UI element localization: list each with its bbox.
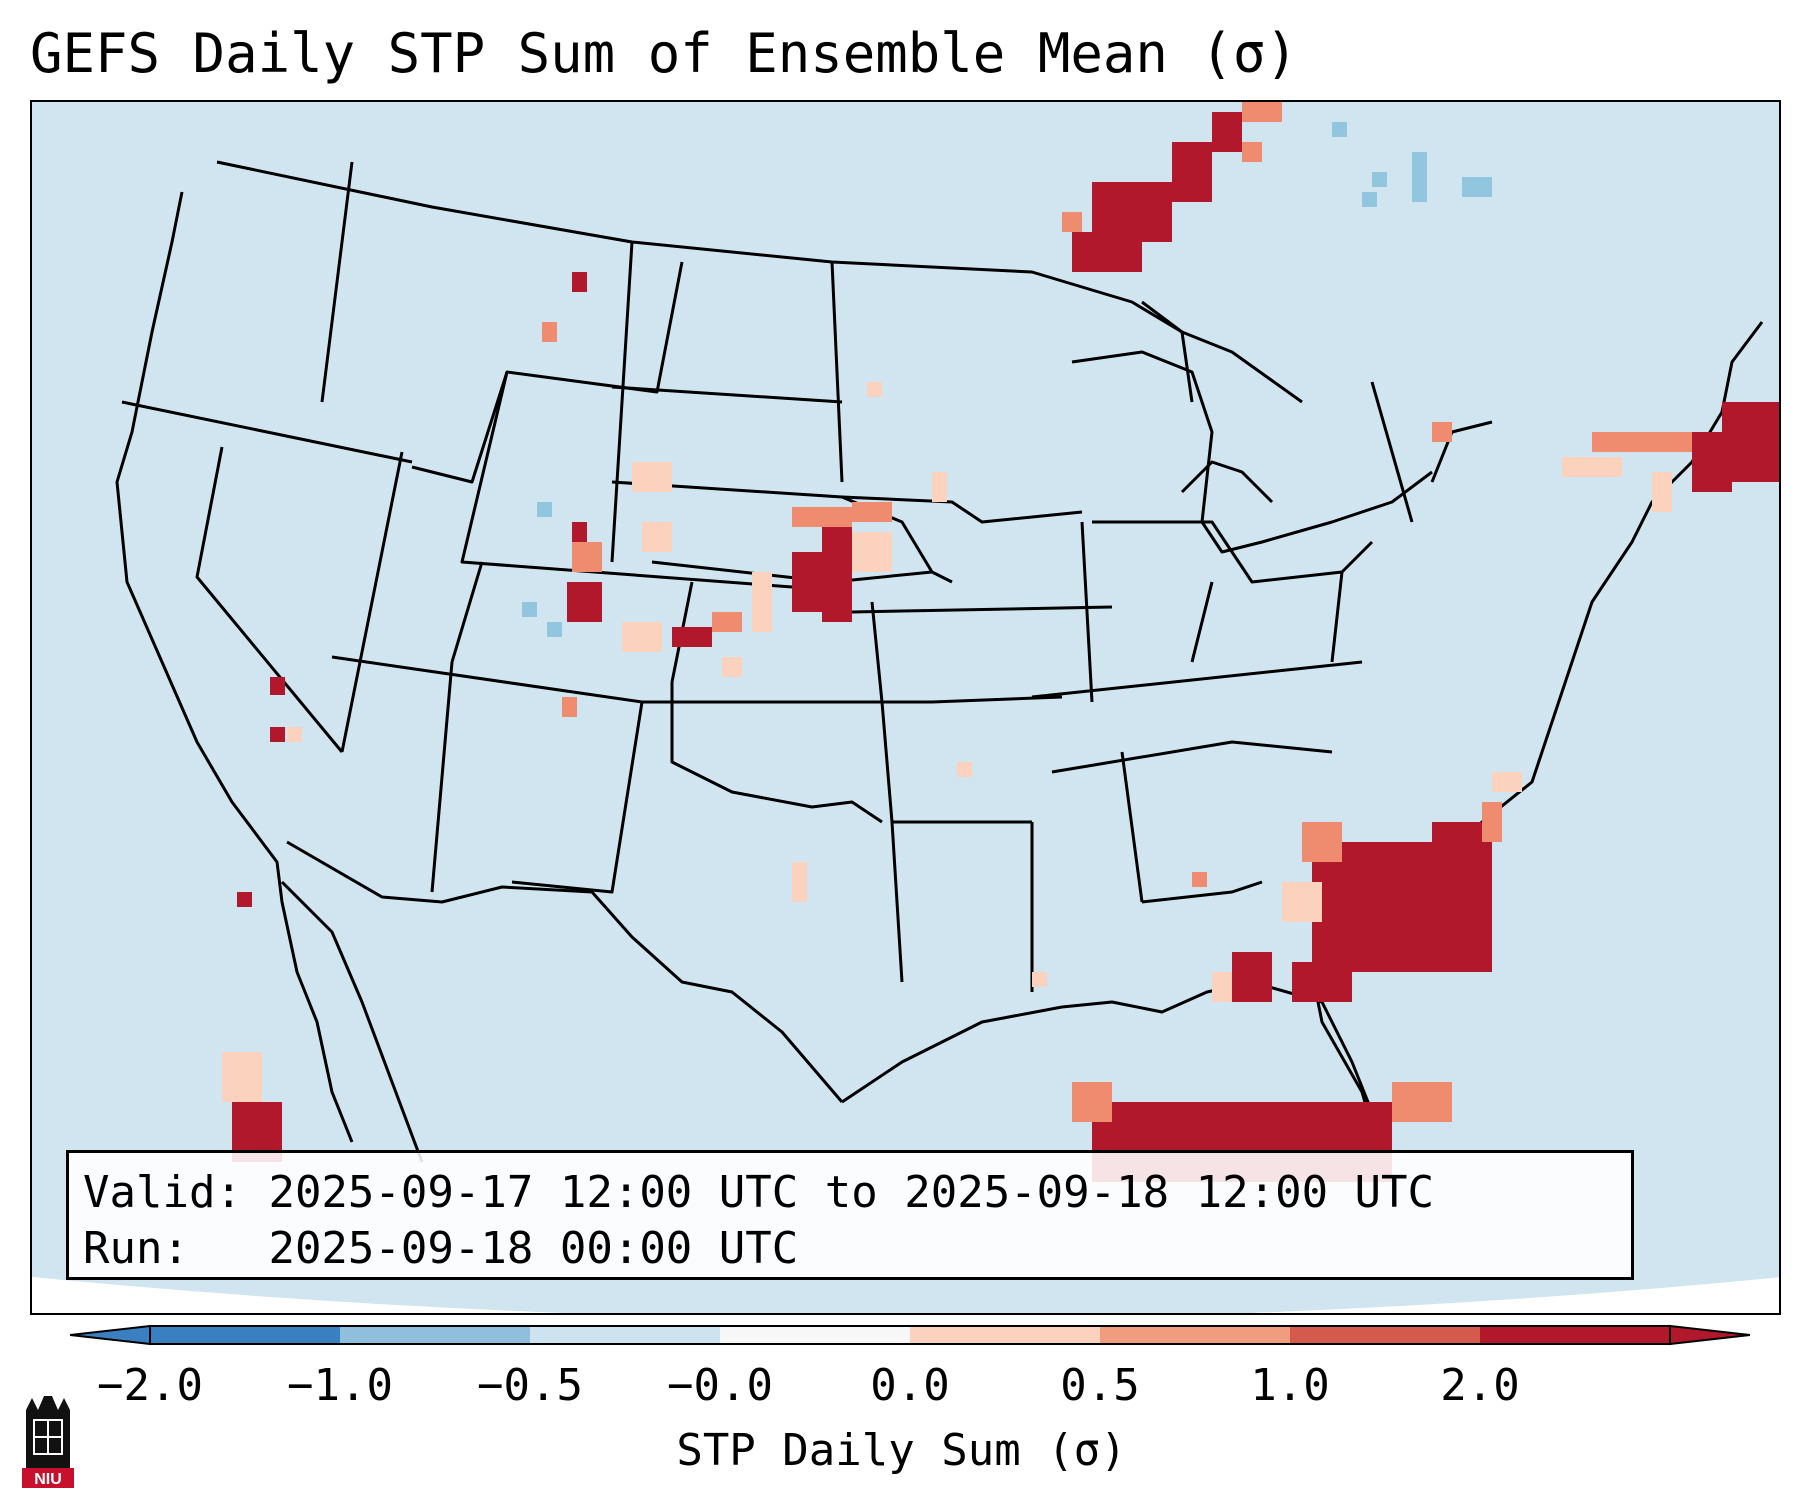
map-title: GEFS Daily STP Sum of Ensemble Mean (σ) bbox=[30, 22, 1298, 85]
valid-label: Valid: bbox=[83, 1167, 242, 1218]
colorbar-extend-high bbox=[1669, 1324, 1750, 1346]
colorbar-segment bbox=[910, 1326, 1100, 1344]
colorbar-label: STP Daily Sum (σ) bbox=[676, 1425, 1127, 1476]
run-value: 2025-09-18 00:00 UTC bbox=[268, 1223, 799, 1274]
colorbar-tick-label: 0.0 bbox=[870, 1360, 950, 1411]
hotspot-north bbox=[1072, 112, 1242, 272]
map-canvas bbox=[32, 102, 1779, 1313]
hotspot-plains bbox=[567, 272, 852, 647]
colorbar-tick-label: 0.5 bbox=[1060, 1360, 1140, 1411]
colorbar-tick-label: −0.0 bbox=[667, 1360, 773, 1411]
colorbar-tick-label: −2.0 bbox=[97, 1360, 203, 1411]
colorbar bbox=[70, 1324, 1750, 1346]
stp-hotspots bbox=[222, 102, 1779, 1182]
boundaries bbox=[115, 160, 1764, 1163]
validity-info-box: Valid: 2025-09-17 12:00 UTC to 2025-09-1… bbox=[66, 1150, 1634, 1280]
colorbar-tick-label: 2.0 bbox=[1440, 1360, 1520, 1411]
map-panel bbox=[30, 100, 1781, 1315]
hotspot-atlantic bbox=[1692, 402, 1779, 492]
colorbar-extend-low bbox=[70, 1324, 151, 1346]
run-label: Run: bbox=[83, 1223, 189, 1274]
colorbar-tick-label: −0.5 bbox=[477, 1360, 583, 1411]
colorbar-segment bbox=[1480, 1326, 1670, 1344]
niu-logo: NIU bbox=[22, 1396, 74, 1488]
colorbar-tick-label: −1.0 bbox=[287, 1360, 393, 1411]
valid-value: 2025-09-17 12:00 UTC to 2025-09-18 12:00… bbox=[268, 1167, 1435, 1218]
map-outside-domain bbox=[32, 1277, 1779, 1313]
colorbar-segment bbox=[150, 1326, 340, 1344]
colorbar-segment bbox=[1290, 1326, 1480, 1344]
hotspot-florida bbox=[1232, 822, 1492, 1002]
colorbar-tick-label: 1.0 bbox=[1250, 1360, 1330, 1411]
svg-text:NIU: NIU bbox=[34, 1471, 62, 1488]
colorbar-segment bbox=[1100, 1326, 1290, 1344]
map-domain bbox=[32, 102, 1779, 1313]
colorbar-segment bbox=[340, 1326, 530, 1344]
colorbar-segment bbox=[720, 1326, 910, 1344]
colorbar-segment bbox=[530, 1326, 720, 1344]
